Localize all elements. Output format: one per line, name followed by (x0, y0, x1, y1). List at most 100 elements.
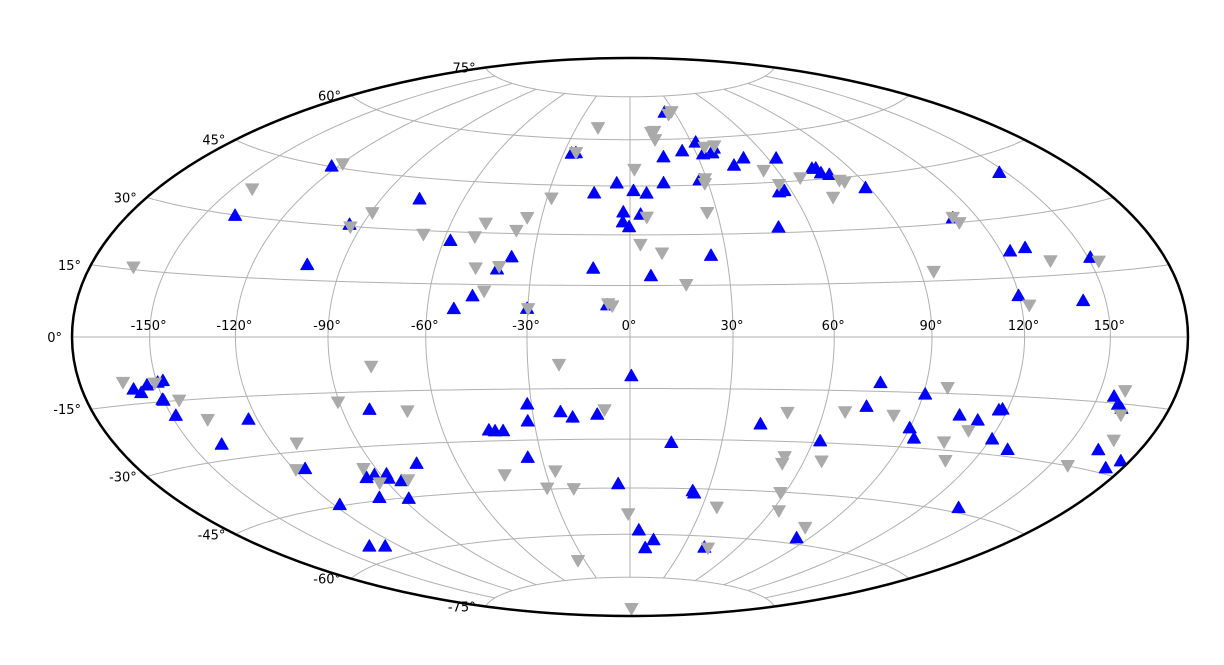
down-triangle-point (400, 405, 415, 418)
data-points (115, 105, 1133, 616)
up-triangle-point (156, 393, 171, 406)
up-triangle-point (646, 532, 661, 546)
down-triangle-point (147, 377, 162, 390)
down-triangle-point (1106, 434, 1121, 447)
up-triangle-point (134, 385, 149, 399)
down-triangle-point (245, 183, 260, 196)
down-triangle-point (771, 505, 786, 518)
up-triangle-point (789, 530, 804, 544)
down-triangle-point (172, 394, 187, 408)
up-triangle-point (664, 435, 679, 448)
up-triangle-point (638, 540, 653, 554)
down-triangle-point (1113, 409, 1128, 422)
up-triangle-point (687, 486, 702, 499)
up-triangle-point (139, 378, 154, 391)
down-triangle-point (365, 207, 380, 220)
y-tick-label: -15° (53, 403, 81, 418)
down-triangle-point (709, 501, 724, 514)
up-triangle-point (970, 413, 985, 426)
up-triangle-point (1011, 288, 1026, 302)
down-triangle-point (468, 262, 483, 275)
down-triangle-point (837, 176, 852, 189)
down-triangle-point (700, 542, 715, 555)
up-triangle-point (859, 399, 874, 412)
down-triangle-point (591, 122, 606, 135)
down-triangle-point (773, 487, 788, 500)
map-frame (70, 56, 1190, 618)
up-triangle-point (704, 248, 718, 261)
down-triangle-point (478, 217, 493, 230)
up-triangle-point (520, 414, 535, 427)
down-triangle-point (1118, 385, 1133, 398)
down-triangle-point (401, 474, 416, 487)
down-triangle-point (655, 247, 670, 260)
up-triangle-point (918, 387, 933, 400)
up-triangle-point (300, 257, 315, 271)
down-triangle-point (1060, 460, 1075, 473)
up-triangle-point (520, 450, 535, 463)
down-triangle-point (343, 221, 358, 234)
down-triangle-point (639, 211, 654, 225)
down-triangle-point (497, 469, 512, 482)
down-triangle-point (697, 173, 712, 186)
x-tick-label: -30° (512, 319, 540, 334)
y-tick-label: 30° (114, 192, 137, 207)
x-tick-label: 150° (1094, 319, 1125, 334)
up-triangle-point (639, 186, 654, 199)
up-triangle-point (902, 420, 917, 434)
down-triangle-point (551, 358, 566, 372)
down-triangle-point (940, 382, 955, 395)
x-tick-label: 60° (822, 319, 845, 334)
up-triangle-point (624, 368, 639, 382)
up-triangle-point (1000, 442, 1015, 456)
down-triangle-point (1022, 299, 1037, 313)
up-triangle-point (372, 490, 387, 503)
parallel-line (485, 67, 775, 98)
down-triangle-point (372, 477, 387, 490)
down-triangle-point (605, 300, 620, 313)
up-triangle-point (813, 434, 828, 447)
up-triangle-point (1076, 293, 1091, 307)
down-triangle-point (886, 409, 901, 423)
x-tick-label: 90° (919, 319, 942, 334)
down-triangle-point (597, 404, 612, 417)
down-triangle-point (926, 265, 941, 279)
up-triangle-point (906, 431, 921, 444)
down-triangle-point (521, 303, 536, 316)
down-triangle-point (627, 163, 642, 177)
down-triangle-point (568, 147, 583, 160)
down-triangle-point (288, 464, 303, 477)
up-triangle-point (611, 476, 626, 490)
up-triangle-point (631, 523, 646, 536)
down-triangle-point (826, 191, 841, 205)
parallel-line (350, 94, 910, 141)
down-triangle-point (416, 228, 431, 242)
parallel-line (350, 533, 910, 580)
up-triangle-point (126, 382, 141, 395)
up-triangle-point (675, 144, 690, 157)
parallel-line (485, 576, 775, 607)
up-triangle-point (1113, 454, 1128, 467)
up-triangle-point (736, 151, 751, 164)
up-triangle-point (446, 301, 461, 315)
tick-labels: -150° -120° -90° -60° -30° 0° 30° 60° 90° 120° 150… (47, 62, 1125, 616)
up-triangle-point (504, 250, 519, 263)
up-triangle-point (616, 205, 631, 218)
down-triangle-point (838, 406, 853, 419)
up-triangle-point (590, 407, 605, 420)
up-triangle-point (1091, 442, 1106, 456)
down-triangle-point (952, 217, 967, 230)
up-triangle-point (496, 423, 511, 437)
up-triangle-point (553, 404, 568, 418)
up-triangle-point (298, 461, 313, 475)
down-triangle-point (961, 425, 976, 438)
up-triangle-point (520, 397, 535, 410)
up-triangle-point (378, 539, 393, 552)
up-triangle-point (995, 402, 1010, 415)
down-triangle-point (633, 238, 648, 252)
up-triangle-point (609, 176, 624, 189)
down-triangle-point (467, 231, 482, 244)
down-triangle-point (624, 602, 639, 616)
down-triangle-point (115, 376, 130, 390)
up-triangle-point (873, 375, 888, 389)
